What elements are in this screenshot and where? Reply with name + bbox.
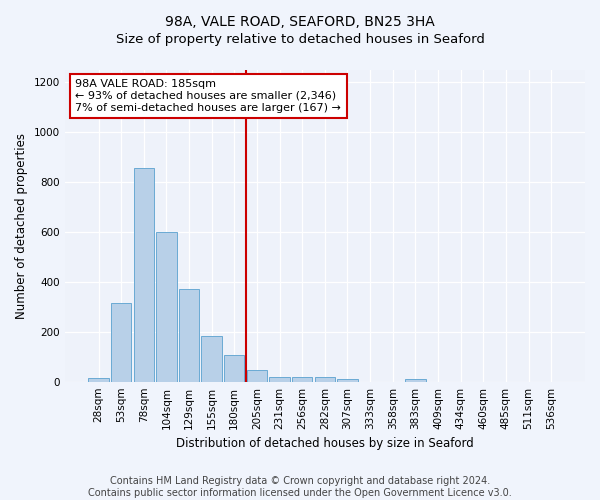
- Bar: [269, 376, 290, 382]
- Y-axis label: Number of detached properties: Number of detached properties: [15, 133, 28, 319]
- Bar: [156, 232, 176, 382]
- Bar: [134, 168, 154, 382]
- Bar: [88, 378, 109, 382]
- Text: 98A VALE ROAD: 185sqm
← 93% of detached houses are smaller (2,346)
7% of semi-de: 98A VALE ROAD: 185sqm ← 93% of detached …: [75, 80, 341, 112]
- Bar: [247, 370, 267, 382]
- Bar: [405, 379, 425, 382]
- Bar: [314, 377, 335, 382]
- Text: 98A, VALE ROAD, SEAFORD, BN25 3HA: 98A, VALE ROAD, SEAFORD, BN25 3HA: [165, 15, 435, 29]
- Bar: [179, 290, 199, 382]
- X-axis label: Distribution of detached houses by size in Seaford: Distribution of detached houses by size …: [176, 437, 474, 450]
- Bar: [224, 356, 244, 382]
- Bar: [292, 377, 313, 382]
- Bar: [202, 336, 222, 382]
- Text: Contains HM Land Registry data © Crown copyright and database right 2024.
Contai: Contains HM Land Registry data © Crown c…: [88, 476, 512, 498]
- Bar: [337, 379, 358, 382]
- Text: Size of property relative to detached houses in Seaford: Size of property relative to detached ho…: [116, 32, 484, 46]
- Bar: [111, 303, 131, 382]
